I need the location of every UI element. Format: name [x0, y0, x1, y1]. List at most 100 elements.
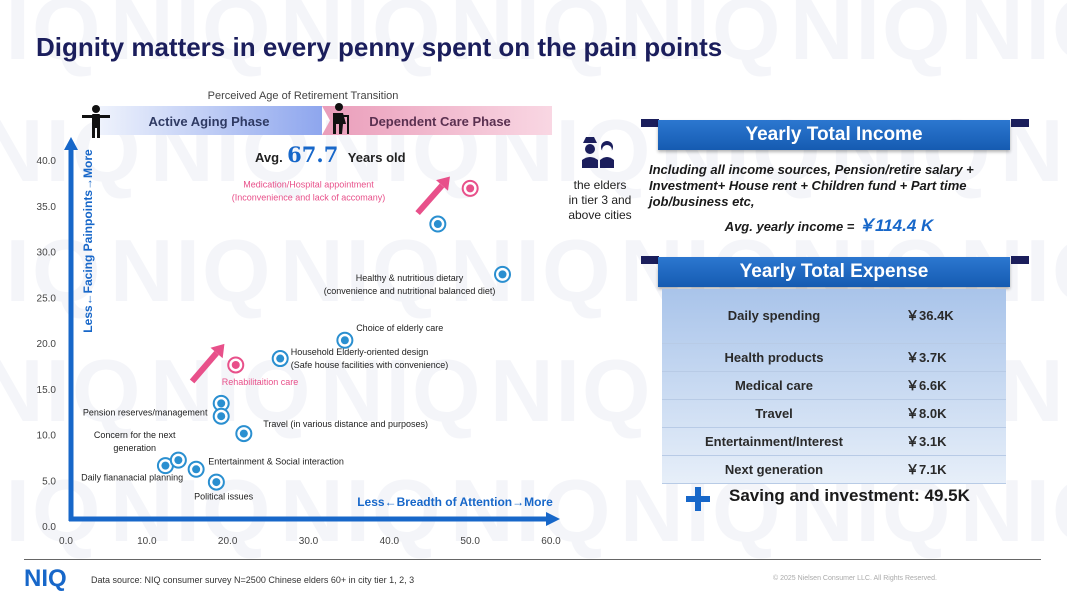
tick-labels: 0.0 10.0 20.0 30.0 40.0 50.0 60.0 0.0 5.0 10.0 15.…: [37, 156, 562, 547]
plus-icon: [686, 487, 710, 511]
x-tick-label: 10.0: [137, 536, 157, 547]
data-point-dot: [217, 399, 226, 408]
tier-label-line-3: above cities: [568, 208, 631, 222]
saving-investment: Saving and investment: 49.5K: [729, 486, 970, 505]
annotation-label: Choice of elderly care: [356, 323, 443, 333]
expense-table: Daily spending ￥36.4K Health products ￥3.7…: [662, 289, 1006, 484]
data-point-dot: [231, 360, 240, 369]
avg-age: Avg. 67.7 Years old: [255, 142, 406, 167]
active-phase-label: Active Aging Phase: [149, 114, 270, 129]
x-tick-label: 40.0: [380, 536, 400, 547]
niq-logo: NIQ: [24, 565, 67, 592]
trend-arrow-head: [210, 343, 225, 359]
data-point: [187, 460, 205, 478]
expense-label: Next generation: [724, 462, 824, 477]
annotation-label: Medication/Hospital appointment: [243, 179, 374, 189]
chart-title: Perceived Age of Retirement Transition: [208, 90, 399, 102]
expense-amount: ￥36.4K: [906, 308, 954, 323]
x-axis-arrowhead: [546, 512, 560, 526]
data-point-dot: [340, 336, 349, 345]
data-point: [212, 407, 230, 425]
data-point: [227, 356, 245, 374]
x-tick-label: 60.0: [541, 536, 561, 547]
chart-axes: [64, 137, 560, 526]
y-tick-label: 5.0: [42, 476, 56, 487]
data-point: [429, 215, 447, 233]
expense-label: Entertainment/Interest: [705, 434, 843, 449]
expense-title-cap-right: [1011, 256, 1029, 264]
annotation-label: Healthy & nutritious dietary: [356, 273, 464, 283]
standing-person-icon: [82, 105, 110, 138]
y-tick-label: 30.0: [37, 248, 57, 259]
expense-amount: ￥3.7K: [906, 350, 947, 365]
trend-arrow-shaft: [189, 351, 219, 384]
copyright: © 2025 Nielsen Consumer LLC. All Rights …: [773, 575, 937, 582]
data-point-dot: [276, 354, 285, 363]
x-tick-label: 30.0: [299, 536, 319, 547]
income-title: Yearly Total Income: [658, 120, 1010, 150]
expense-label: Health products: [724, 350, 824, 365]
annotation-label: Pension reserves/management: [83, 407, 208, 417]
expense-row: Travel ￥8.0K: [662, 400, 1006, 428]
data-point: [271, 350, 289, 368]
y-tick-label: 35.0: [37, 202, 57, 213]
data-source: Data source: NIQ consumer survey N=2500 …: [91, 575, 415, 585]
avg-income-value: ￥114.4 K: [858, 216, 934, 235]
avg-age-prefix: Avg.: [255, 150, 283, 165]
annotation-label: Household Elderly-oriented design: [291, 347, 429, 357]
data-point-dot: [239, 429, 248, 438]
x-axis-label: Less←Breadth of Attention→More: [357, 495, 553, 509]
y-tick-label: 40.0: [37, 156, 57, 167]
annotation-label: Entertainment & Social interaction: [208, 457, 344, 467]
expense-amount: ￥6.6K: [906, 378, 947, 393]
data-points: [156, 179, 511, 491]
expense-title-cap-left: [641, 256, 659, 264]
annotation-label: Political issues: [194, 491, 254, 501]
care-phase-band: [322, 106, 552, 135]
page-title: Dignity matters in every penny spent on …: [36, 32, 723, 62]
data-point-dot: [433, 220, 442, 229]
y-tick-label: 10.0: [37, 431, 57, 442]
annotation-label: (Safe house facilities with convenience): [291, 360, 449, 370]
data-point-dot: [174, 456, 183, 465]
footer-divider: [24, 559, 1041, 560]
elderly-couple-icon: [582, 137, 614, 168]
expense-label: Medical care: [734, 378, 814, 393]
point-annotations: Medication/Hospital appointment (Inconven…: [81, 179, 495, 501]
data-point: [494, 265, 511, 283]
data-point: [336, 331, 354, 349]
trend-arrows: [189, 176, 450, 384]
elder-cane-icon: [333, 103, 349, 134]
annotation-label: Travel (in various distance and purposes…: [263, 419, 428, 429]
annotation-label: Daily fiananacial planning: [81, 472, 183, 482]
annotation-label: (convenience and nutritional balanced di…: [324, 286, 496, 296]
y-axis-arrowhead: [64, 137, 78, 150]
x-tick-label: 0.0: [59, 536, 73, 547]
y-tick-label: 25.0: [37, 293, 57, 304]
data-point-dot: [498, 270, 507, 279]
expense-row: Entertainment/Interest ￥3.1K: [662, 428, 1006, 456]
care-phase-label: Dependent Care Phase: [369, 114, 511, 129]
avg-income: Avg. yearly income = ￥114.4 K: [649, 211, 1009, 236]
expense-row: Daily spending ￥36.4K: [662, 289, 1006, 344]
avg-age-suffix: Years old: [348, 150, 406, 165]
avg-income-label: Avg. yearly income =: [724, 219, 859, 234]
expense-title: Yearly Total Expense: [658, 257, 1010, 287]
data-point: [207, 473, 225, 491]
annotation-label: Rehabilitaition care: [222, 377, 299, 387]
data-point-dot: [192, 465, 201, 474]
annotation-label: generation: [113, 443, 156, 453]
data-point: [169, 451, 187, 469]
y-tick-label: 20.0: [37, 339, 57, 350]
expense-row: Medical care ￥6.6K: [662, 372, 1006, 400]
annotation-label: Concern for the next: [94, 430, 176, 440]
data-point: [235, 425, 253, 443]
expense-amount: ￥8.0K: [906, 406, 947, 421]
expense-label: Travel: [755, 406, 793, 421]
x-tick-label: 50.0: [460, 536, 480, 547]
x-tick-label: 20.0: [218, 536, 238, 547]
expense-label: Daily spending: [727, 308, 821, 323]
tier-label-line-1: the elders: [574, 178, 627, 192]
active-phase-band: [100, 106, 322, 135]
tier-label-line-2: in tier 3 and: [569, 193, 632, 207]
